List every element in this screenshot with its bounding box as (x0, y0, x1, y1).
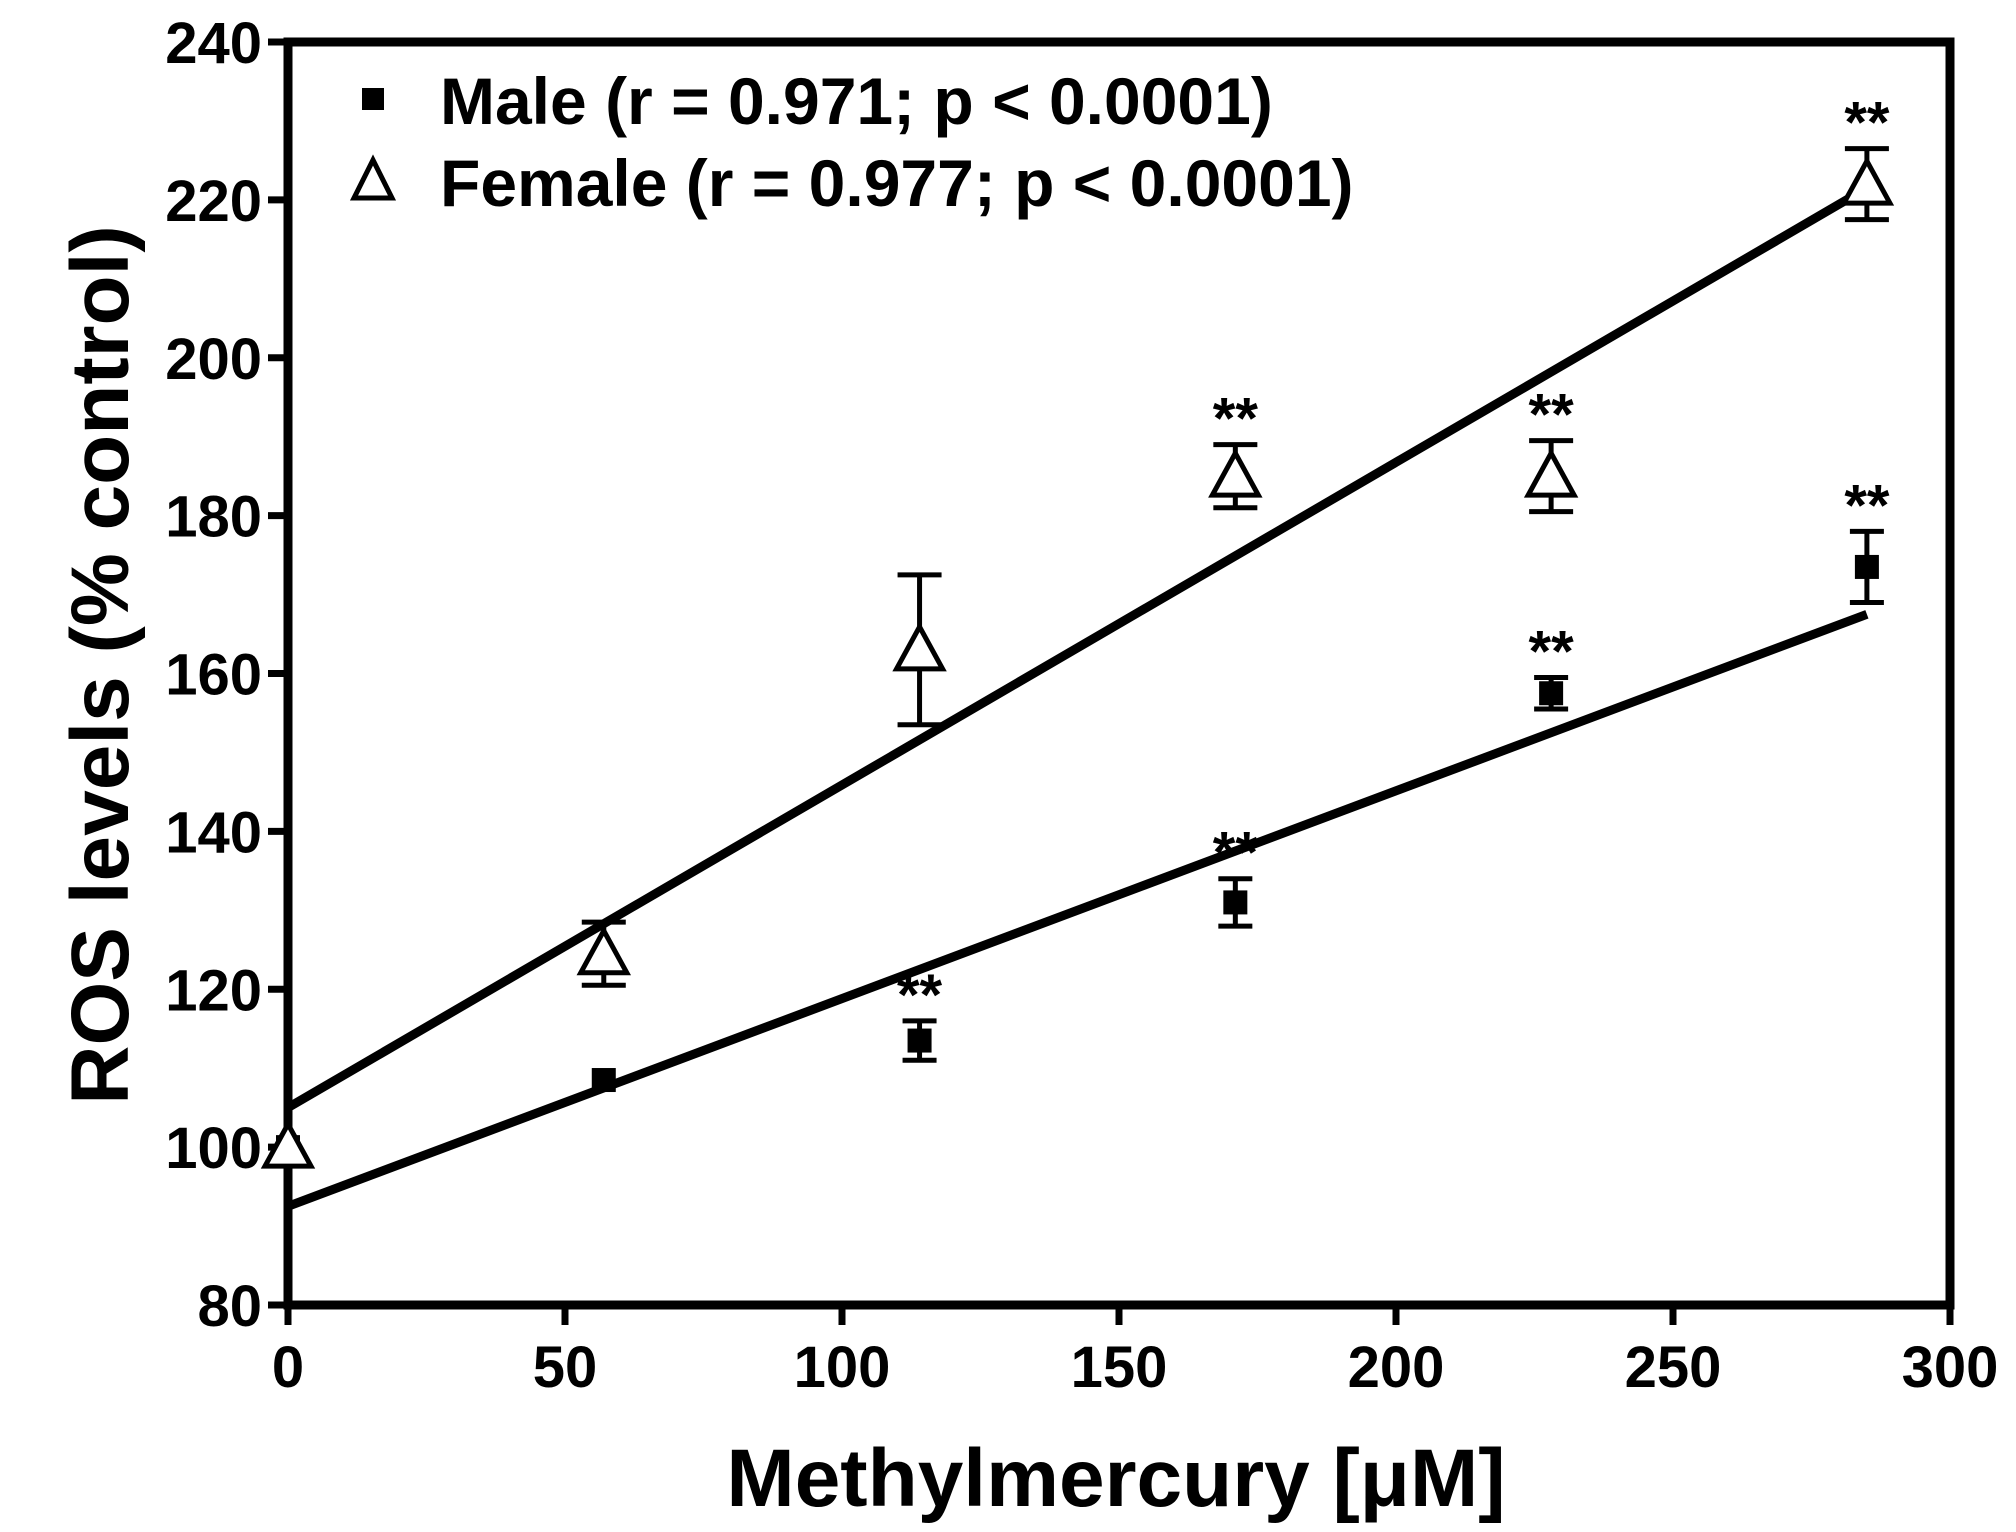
data-point-female (1523, 447, 1579, 498)
data-point-female (576, 925, 631, 976)
significance-label-male: ** (897, 963, 943, 1028)
y-tick-label: 100 (165, 1116, 262, 1181)
data-point-female (260, 1118, 316, 1169)
significance-label-female: ** (1213, 387, 1259, 452)
y-axis-title: ROS levels (% control) (55, 225, 146, 1104)
data-point-female (1839, 155, 1895, 206)
y-tick-label: 240 (165, 11, 262, 76)
data-points: ** ** ** ** ** ** ** (260, 91, 1895, 1169)
data-point-male (907, 1028, 932, 1053)
data-point-male (1223, 890, 1248, 915)
data-point-female (892, 621, 947, 672)
x-tick-label: 200 (1348, 1335, 1445, 1400)
legend-entry-female: Female (r = 0.977; p < 0.0001) (349, 146, 1354, 220)
fit-lines (285, 184, 1870, 1211)
data-point-female (1208, 447, 1263, 498)
significance-label-male: ** (1213, 821, 1259, 886)
legend-entry-male: Male (r = 0.971; p < 0.0001) (362, 64, 1273, 138)
x-tick-label: 0 (272, 1335, 304, 1400)
significance-label-male: ** (1529, 619, 1575, 684)
legend-marker-triangle (349, 154, 397, 201)
y-tick-label: 140 (165, 800, 262, 865)
legend-label-male: Male (r = 0.971; p < 0.0001) (440, 64, 1273, 138)
data-point-male (1854, 554, 1879, 579)
y-tick-label: 180 (165, 485, 262, 550)
x-tick-label: 300 (1902, 1335, 1999, 1400)
legend-label-female: Female (r = 0.977; p < 0.0001) (440, 146, 1354, 220)
data-point-male (1539, 681, 1564, 706)
fit-line-female (285, 184, 1870, 1112)
y-tick-label: 200 (165, 327, 262, 392)
axes: 0 50 100 150 200 250 300 80 100 120 140 160 180 200 22… (165, 11, 1998, 1400)
significance-label-female: ** (1529, 383, 1575, 448)
y-tick-label: 80 (197, 1274, 262, 1339)
x-axis-title: Methylmercury [μM] (726, 1433, 1505, 1524)
x-tick-label: 50 (533, 1335, 598, 1400)
fit-line-male (286, 610, 1869, 1211)
x-tick-label: 150 (1071, 1335, 1168, 1400)
y-tick-label: 120 (165, 958, 262, 1023)
x-tick-label: 250 (1625, 1335, 1722, 1400)
legend: Male (r = 0.971; p < 0.0001) Female (r =… (349, 64, 1354, 220)
legend-marker-square (362, 88, 384, 110)
significance-label-female: ** (1844, 91, 1890, 156)
data-point-male (591, 1068, 616, 1093)
significance-label-male: ** (1844, 473, 1890, 538)
x-tick-label: 100 (794, 1335, 891, 1400)
y-tick-label: 220 (165, 169, 262, 234)
y-tick-label: 160 (165, 643, 262, 708)
